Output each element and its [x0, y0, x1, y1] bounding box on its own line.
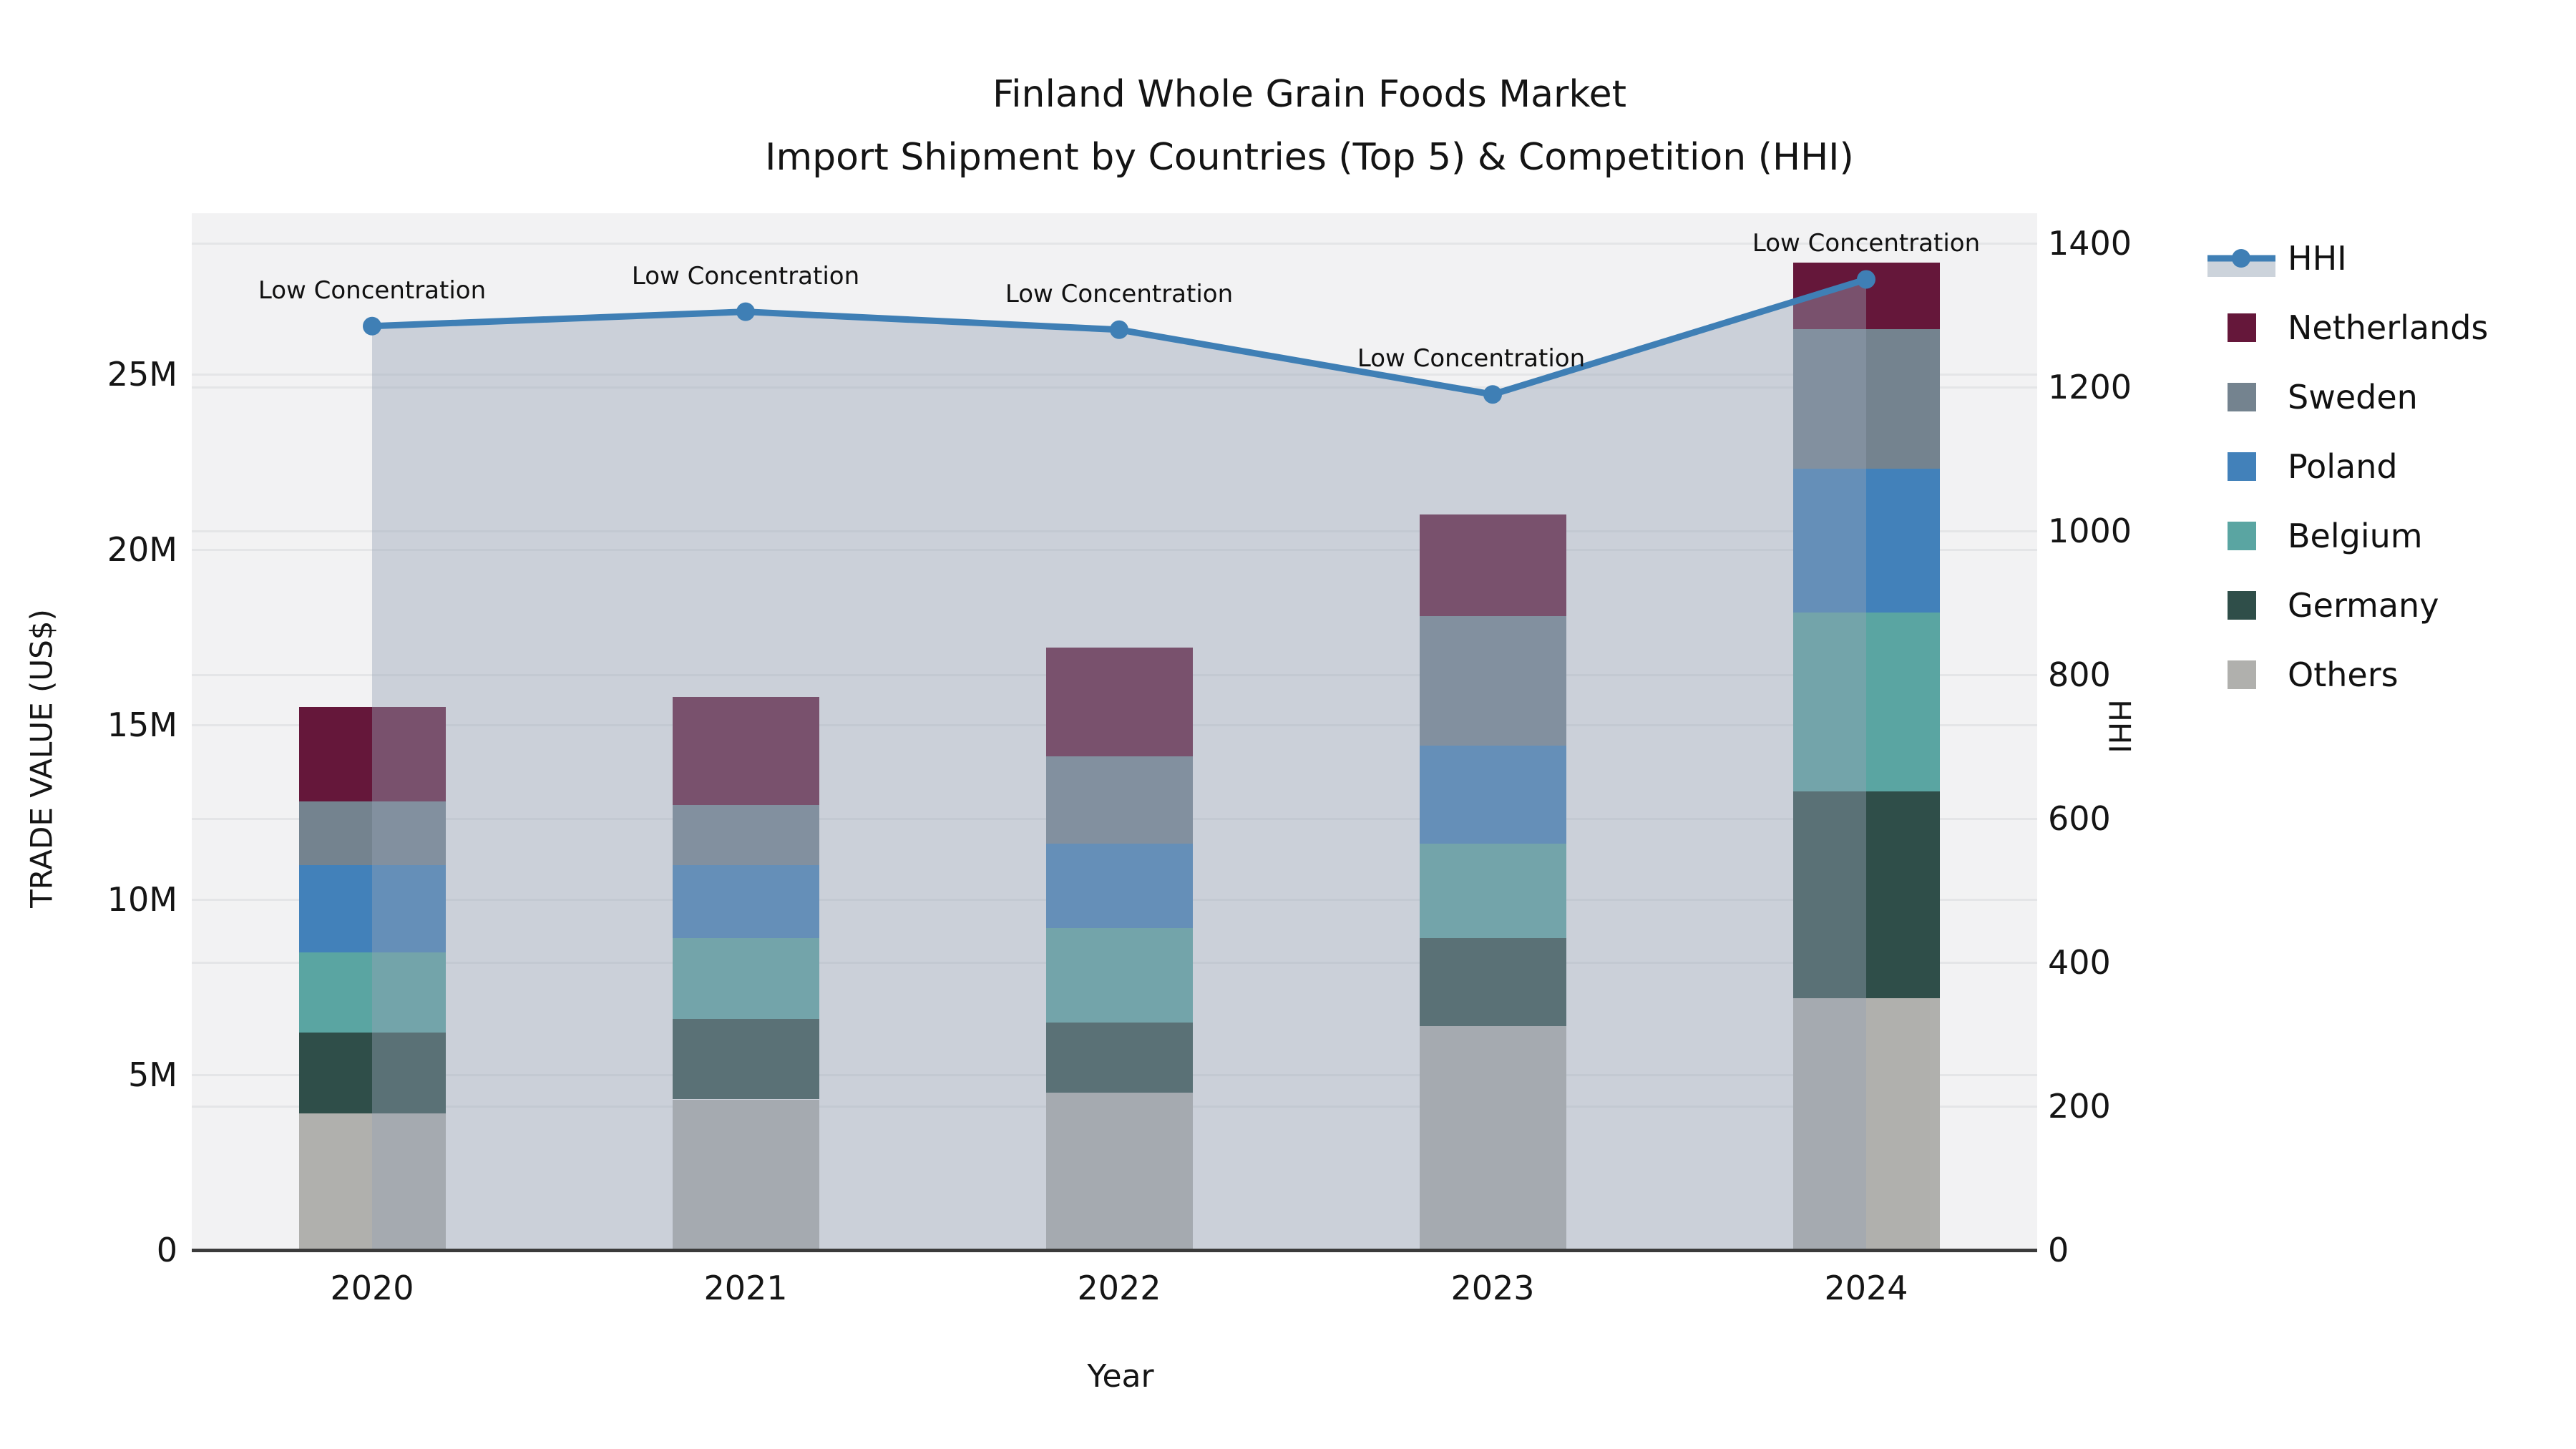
- legend-item-belgium: Belgium: [2207, 516, 2565, 556]
- gridline-right-1000: [192, 530, 2037, 533]
- chart-title-line-1: Finland Whole Grain Foods Market: [992, 73, 1627, 116]
- legend-label-belgium: Belgium: [2288, 517, 2423, 555]
- legend-hhi-sample: [2207, 249, 2275, 277]
- bar-segment-2020-netherlands: [298, 707, 446, 802]
- bar-segment-2021-netherlands: [672, 696, 819, 806]
- bar-segment-2021-germany: [672, 1018, 819, 1100]
- legend-label-netherlands: Netherlands: [2288, 308, 2489, 347]
- legend-swatch-poland: [2228, 452, 2256, 481]
- y-tick-right-200: 200: [2048, 1087, 2111, 1126]
- legend-item-germany: Germany: [2207, 585, 2565, 625]
- y-tick-right-1400: 1400: [2048, 224, 2132, 263]
- bar-segment-2021-poland: [672, 864, 819, 939]
- bar-segment-2021-others: [672, 1099, 819, 1250]
- legend-swatch-sweden: [2228, 383, 2256, 411]
- y-tick-right-1200: 1200: [2048, 368, 2132, 407]
- legend-item-others: Others: [2207, 655, 2565, 695]
- gridline-left-25M: [192, 374, 2037, 376]
- bar-segment-2020-belgium: [298, 952, 446, 1033]
- y-axis-label-left: TRADE VALUE (US$): [24, 609, 59, 908]
- legend-label-sweden: Sweden: [2288, 378, 2418, 416]
- bar-segment-2022-sweden: [1045, 756, 1193, 844]
- chart-title-line-2: Import Shipment by Countries (Top 5) & C…: [765, 136, 1854, 179]
- chart-title: Finland Whole Grain Foods Market Import …: [43, 63, 2576, 189]
- bar-segment-2024-poland: [1792, 469, 1940, 613]
- legend-label-others: Others: [2288, 655, 2399, 694]
- bar-segment-2022-netherlands: [1045, 648, 1193, 756]
- hhi-marker-2024: [1857, 270, 1875, 289]
- bar-segment-2020-others: [298, 1113, 446, 1250]
- bar-segment-2024-others: [1792, 997, 1940, 1250]
- gridline-left-20M: [192, 548, 2037, 551]
- hhi-marker-2020: [363, 316, 381, 336]
- annotation-2020: Low Concentration: [258, 275, 487, 305]
- bar-segment-2020-germany: [298, 1033, 446, 1114]
- legend-item-sweden: Sweden: [2207, 377, 2565, 417]
- y-tick-left-0: 0: [156, 1231, 177, 1269]
- y-tick-left-15M: 15M: [107, 705, 177, 744]
- bar-segment-2024-sweden: [1792, 328, 1940, 469]
- legend-swatch-belgium: [2228, 522, 2256, 550]
- y-axis-label-right: HHI: [2102, 699, 2137, 753]
- gridline-right-1400: [192, 243, 2037, 245]
- legend-hhi-marker: [2232, 249, 2250, 268]
- hhi-area-band: [372, 279, 1866, 1251]
- hhi-marker-2022: [1110, 320, 1128, 339]
- bar-segment-2020-poland: [298, 864, 446, 952]
- legend-swatch-netherlands: [2228, 313, 2256, 342]
- y-tick-right-400: 400: [2048, 943, 2111, 982]
- x-axis-label: Year: [1087, 1358, 1154, 1395]
- legend-label-hhi: HHI: [2288, 239, 2347, 278]
- x-tick-2021: 2021: [703, 1269, 788, 1307]
- y-tick-left-20M: 20M: [107, 530, 177, 569]
- annotation-2022: Low Concentration: [1005, 279, 1234, 308]
- bar-segment-2023-germany: [1419, 938, 1566, 1026]
- y-tick-left-10M: 10M: [107, 880, 177, 919]
- x-tick-2024: 2024: [1824, 1269, 1908, 1307]
- bar-segment-2020-sweden: [298, 801, 446, 865]
- bar-segment-2023-netherlands: [1419, 514, 1566, 616]
- annotation-2021: Low Concentration: [631, 261, 860, 291]
- annotation-2023: Low Concentration: [1357, 344, 1586, 374]
- bar-segment-2024-germany: [1792, 791, 1940, 998]
- bar-segment-2022-others: [1045, 1092, 1193, 1250]
- bar-segment-2023-sweden: [1419, 615, 1566, 746]
- legend-item-netherlands: Netherlands: [2207, 308, 2565, 348]
- bar-segment-2022-belgium: [1045, 927, 1193, 1023]
- y-tick-right-800: 800: [2048, 655, 2111, 695]
- y-tick-right-1000: 1000: [2048, 512, 2132, 551]
- legend-item-hhi: HHI: [2207, 238, 2565, 278]
- y-tick-left-5M: 5M: [128, 1055, 177, 1095]
- bar-segment-2024-belgium: [1792, 613, 1940, 791]
- x-tick-2022: 2022: [1077, 1269, 1161, 1307]
- bar-segment-2023-belgium: [1419, 844, 1566, 939]
- bar-segment-2023-others: [1419, 1025, 1566, 1250]
- y-tick-left-25M: 25M: [107, 355, 177, 394]
- bar-segment-2021-sweden: [672, 805, 819, 865]
- bar-segment-2022-germany: [1045, 1022, 1193, 1093]
- hhi-marker-2023: [1483, 385, 1502, 404]
- y-tick-right-0: 0: [2048, 1231, 2069, 1269]
- y-tick-right-600: 600: [2048, 799, 2111, 839]
- legend-swatch-others: [2228, 660, 2256, 689]
- x-axis-spine: [192, 1249, 2037, 1252]
- legend-item-poland: Poland: [2207, 447, 2565, 487]
- annotation-2024: Low Concentration: [1752, 229, 1981, 258]
- legend-label-poland: Poland: [2288, 447, 2398, 486]
- hhi-marker-2021: [736, 302, 755, 321]
- legend-label-germany: Germany: [2288, 586, 2439, 625]
- x-tick-2020: 2020: [330, 1269, 414, 1307]
- bar-segment-2021-belgium: [672, 938, 819, 1019]
- x-tick-2023: 2023: [1450, 1269, 1535, 1307]
- bar-segment-2023-poland: [1419, 746, 1566, 844]
- gridline-right-1200: [192, 386, 2037, 389]
- legend-swatch-germany: [2228, 591, 2256, 620]
- bar-segment-2022-poland: [1045, 844, 1193, 928]
